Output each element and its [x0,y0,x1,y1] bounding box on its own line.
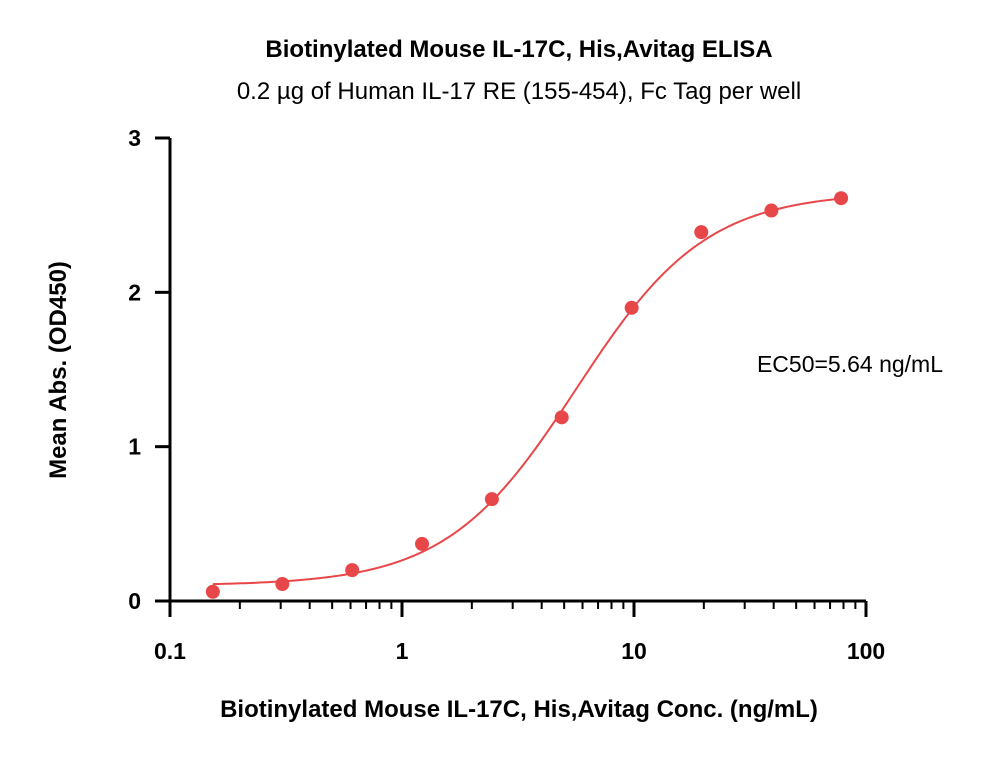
data-point [484,492,499,507]
x-tick-label: 100 [847,638,885,664]
y-tick-label: 2 [128,279,141,305]
y-tick-label: 3 [128,125,141,151]
x-axis-title: Biotinylated Mouse IL-17C, His,Avitag Co… [220,696,818,723]
x-tick-label: 1 [396,638,409,664]
y-ticks: 0 1 2 3 [128,125,170,614]
data-point [834,191,849,206]
data-point [345,563,360,578]
data-point [694,225,709,240]
x-tick-label: 0.1 [154,638,186,664]
data-point [205,584,220,599]
chart-title: Biotinylated Mouse IL-17C, His,Avitag EL… [265,36,772,63]
data-point [275,577,290,592]
ec50-annotation: EC50=5.64 ng/mL [757,351,943,377]
data-points [205,191,849,599]
chart-subtitle: 0.2 µg of Human IL-17 RE (155-454), Fc T… [237,78,801,105]
x-ticks: 0.1 1 10 100 [154,601,885,664]
axes [168,138,866,603]
data-point [624,300,639,315]
data-point [764,203,779,218]
x-tick-label: 10 [621,638,647,664]
y-axis-title: Mean Abs. (OD450) [45,261,72,479]
y-tick-label: 0 [128,588,141,614]
y-tick-label: 1 [128,434,141,460]
data-point [554,410,569,425]
data-point [415,536,430,551]
fit-curve [212,197,842,586]
